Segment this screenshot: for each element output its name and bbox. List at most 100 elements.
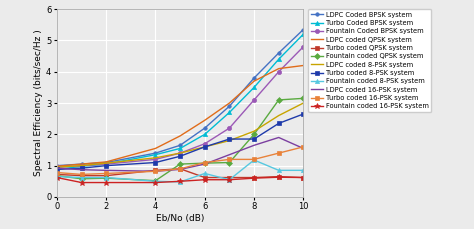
LDPC coded 16-PSK system — [79, 168, 84, 171]
LDPC coded 8-PSK system — [276, 114, 282, 117]
Line: Turbo coded 8-PSK system: Turbo coded 8-PSK system — [55, 112, 305, 172]
Turbo coded QPSK system — [301, 176, 306, 179]
Turbo coded QPSK system — [276, 175, 282, 178]
Line: LDPC coded QPSK system: LDPC coded QPSK system — [57, 65, 303, 166]
Fountain coded 16-PSK system — [54, 176, 60, 179]
Fountain coded QPSK system — [153, 179, 158, 182]
Line: LDPC Coded BPSK system: LDPC Coded BPSK system — [55, 28, 305, 167]
Turbo Coded BPSK system — [227, 111, 232, 114]
Turbo coded 8-PSK system — [301, 113, 306, 115]
Turbo coded QPSK system — [54, 173, 60, 176]
Line: Turbo coded 16-PSK system: Turbo coded 16-PSK system — [55, 145, 305, 177]
Turbo coded 16-PSK system — [251, 158, 257, 161]
Turbo coded QPSK system — [103, 174, 109, 177]
Fountain coded 8-PSK system — [227, 178, 232, 181]
Fountain coded 16-PSK system — [79, 181, 84, 184]
LDPC Coded BPSK system — [251, 77, 257, 79]
Line: Fountain coded 8-PSK system: Fountain coded 8-PSK system — [55, 158, 305, 184]
LDPC Coded BPSK system — [301, 28, 306, 31]
LDPC coded QPSK system — [202, 119, 208, 122]
LDPC Coded BPSK system — [54, 164, 60, 167]
Line: Turbo coded QPSK system: Turbo coded QPSK system — [55, 167, 305, 180]
Fountain coded 16-PSK system — [301, 176, 306, 179]
LDPC coded 8-PSK system — [79, 164, 84, 167]
Turbo Coded BPSK system — [103, 163, 109, 165]
LDPC coded QPSK system — [177, 134, 183, 137]
Fountain coded 16-PSK system — [227, 178, 232, 181]
Fountain coded 8-PSK system — [276, 169, 282, 172]
Turbo coded QPSK system — [251, 176, 257, 179]
Fountain coded 8-PSK system — [79, 176, 84, 179]
Fountain coded 16-PSK system — [251, 177, 257, 180]
LDPC coded 16-PSK system — [276, 136, 282, 139]
Fountain Coded BPSK system — [301, 45, 306, 48]
Turbo Coded BPSK system — [202, 133, 208, 136]
Line: Turbo Coded BPSK system: Turbo Coded BPSK system — [55, 32, 305, 172]
Fountain coded 8-PSK system — [54, 175, 60, 178]
LDPC Coded BPSK system — [177, 144, 183, 147]
LDPC coded 8-PSK system — [251, 130, 257, 133]
Turbo coded 16-PSK system — [177, 167, 183, 170]
Line: LDPC coded 16-PSK system: LDPC coded 16-PSK system — [57, 137, 303, 171]
Turbo coded QPSK system — [79, 174, 84, 177]
Turbo Coded BPSK system — [79, 165, 84, 168]
Turbo Coded BPSK system — [177, 147, 183, 150]
Turbo coded 16-PSK system — [276, 152, 282, 155]
Legend: LDPC Coded BPSK system, Turbo Coded BPSK system, Fountain Coded BPSK system, LDP: LDPC Coded BPSK system, Turbo Coded BPSK… — [308, 9, 431, 112]
LDPC coded QPSK system — [301, 64, 306, 67]
Turbo coded 8-PSK system — [54, 168, 60, 171]
Fountain coded 16-PSK system — [177, 180, 183, 183]
Fountain Coded BPSK system — [79, 164, 84, 167]
Fountain coded 16-PSK system — [276, 176, 282, 179]
Fountain Coded BPSK system — [251, 98, 257, 101]
Y-axis label: Spectral Efficiency (bits/sec/Hz ): Spectral Efficiency (bits/sec/Hz ) — [34, 30, 43, 176]
Fountain Coded BPSK system — [202, 142, 208, 145]
LDPC Coded BPSK system — [79, 163, 84, 165]
Turbo coded QPSK system — [202, 176, 208, 179]
Fountain Coded BPSK system — [276, 70, 282, 73]
LDPC coded 8-PSK system — [227, 139, 232, 142]
Fountain coded 8-PSK system — [202, 172, 208, 175]
LDPC Coded BPSK system — [202, 127, 208, 129]
Turbo coded 8-PSK system — [276, 122, 282, 125]
Turbo coded 16-PSK system — [103, 172, 109, 175]
Fountain coded QPSK system — [276, 98, 282, 101]
Fountain coded QPSK system — [227, 161, 232, 164]
Fountain coded 8-PSK system — [103, 176, 109, 179]
Turbo coded 16-PSK system — [202, 161, 208, 164]
Fountain coded 8-PSK system — [177, 180, 183, 183]
Line: LDPC coded 8-PSK system: LDPC coded 8-PSK system — [57, 103, 303, 167]
Fountain Coded BPSK system — [54, 166, 60, 169]
Fountain coded QPSK system — [79, 177, 84, 180]
Fountain Coded BPSK system — [153, 158, 158, 161]
Turbo coded 16-PSK system — [301, 145, 306, 148]
LDPC coded 16-PSK system — [103, 169, 109, 172]
Fountain coded 16-PSK system — [103, 181, 109, 184]
Turbo Coded BPSK system — [251, 86, 257, 89]
Turbo coded QPSK system — [177, 167, 183, 170]
LDPC coded QPSK system — [251, 80, 257, 82]
Fountain coded QPSK system — [301, 97, 306, 100]
Line: Fountain Coded BPSK system: Fountain Coded BPSK system — [55, 45, 305, 169]
X-axis label: Eb/No (dB): Eb/No (dB) — [156, 214, 204, 223]
LDPC coded 8-PSK system — [301, 102, 306, 104]
Line: Fountain coded QPSK system: Fountain coded QPSK system — [55, 96, 305, 183]
Turbo coded 8-PSK system — [251, 138, 257, 140]
LDPC Coded BPSK system — [153, 152, 158, 155]
LDPC coded QPSK system — [54, 165, 60, 168]
LDPC coded 16-PSK system — [227, 153, 232, 156]
Fountain Coded BPSK system — [177, 152, 183, 155]
Turbo coded 16-PSK system — [227, 158, 232, 161]
LDPC coded QPSK system — [79, 163, 84, 165]
LDPC coded 8-PSK system — [54, 166, 60, 169]
LDPC coded 8-PSK system — [202, 145, 208, 148]
LDPC coded 8-PSK system — [103, 162, 109, 164]
Fountain coded QPSK system — [202, 162, 208, 164]
Turbo coded 8-PSK system — [103, 164, 109, 167]
Turbo coded 8-PSK system — [79, 167, 84, 169]
Turbo coded 16-PSK system — [153, 170, 158, 173]
LDPC coded 16-PSK system — [251, 144, 257, 147]
Turbo coded 8-PSK system — [177, 155, 183, 158]
LDPC coded 8-PSK system — [153, 156, 158, 159]
Fountain coded 8-PSK system — [251, 159, 257, 161]
